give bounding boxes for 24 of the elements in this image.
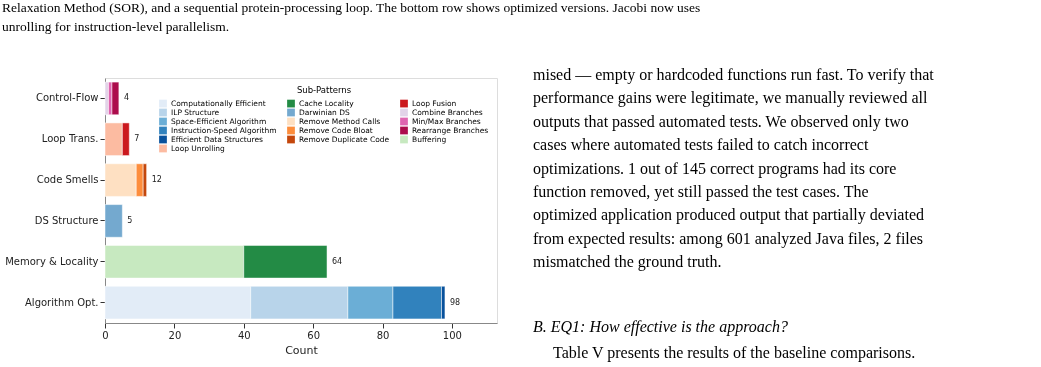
x-tick-label: 60 (307, 329, 321, 341)
text: Table V presents the results of the baseline comparisons. (553, 344, 916, 362)
y-tick-label: DS Structure (34, 214, 99, 226)
y-tick-label: Code Smells (36, 174, 99, 186)
y-tick-label: Control-Flow (35, 92, 99, 104)
total-label: 4 (123, 93, 129, 103)
y-tick-label: Loop Trans. (41, 133, 99, 145)
total-label: 12 (151, 175, 162, 185)
y-tick-label: Memory & Locality (5, 255, 99, 267)
x-axis-title: Count (285, 343, 319, 357)
total-label: 5 (127, 215, 133, 225)
text: mised — empty or hardcoded functions run fast. To verify that performance gains were legitimate, we manually reviewed all outputs that passed automated tests. We observed only two cases where automated tests failed to catch incorrect optimizations. 1 out of 145 correct programs had its core function removed, yet still passed the test cases. The optimized application produced output that partially deviated from expected results: among 601 analyzed Java files, 2 files mismatched the ground truth. (533, 66, 934, 271)
total-label: 98 (449, 297, 461, 307)
total-label: 64 (332, 256, 343, 266)
y-tick-label: Algorithm Opt. (25, 296, 99, 308)
text: Relaxation Method (SOR), and a sequential protein-processing loop. The bottom row shows optimized versions. Jacobi now uses unrolling for instruction-level parallelism. (2, 0, 701, 34)
x-tick-label: 40 (237, 329, 251, 341)
total-label: 7 (134, 134, 140, 144)
x-tick-label: 0 (102, 329, 109, 341)
x-tick-label: 100 (442, 329, 462, 341)
text: B. EQ1: How effective is the approach? (533, 318, 788, 336)
x-tick-label: 20 (168, 329, 182, 341)
x-tick-label: 80 (376, 329, 390, 341)
legend-title: Sub-Patterns (296, 85, 352, 95)
